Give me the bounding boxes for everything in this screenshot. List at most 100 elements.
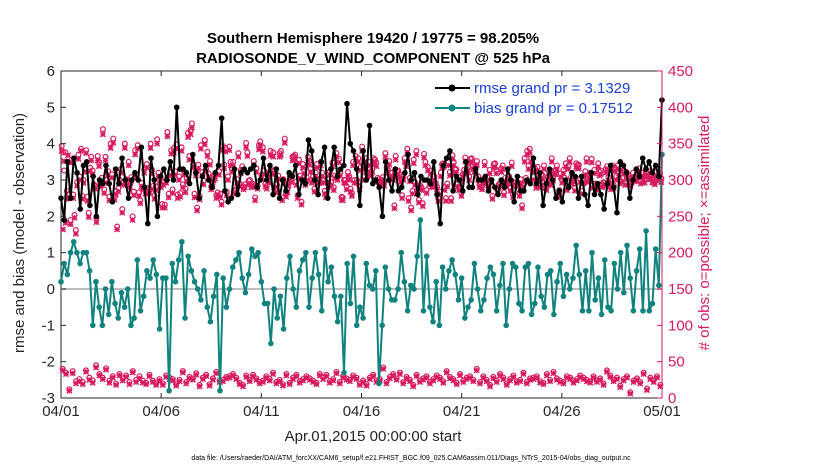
obs-assimilated-marker <box>617 384 624 391</box>
rmse-point <box>598 191 604 198</box>
plot-area <box>60 70 663 399</box>
obs-assimilated-marker <box>587 379 594 386</box>
obs-assimilated-marker <box>643 386 651 394</box>
rmse-point <box>99 180 106 187</box>
obs-assimilated-marker <box>77 147 85 155</box>
obs-assimilated-marker <box>291 155 299 162</box>
obs-assimilated-marker <box>288 179 295 186</box>
obs-assimilated-marker <box>553 166 560 173</box>
obs-assimilated-marker <box>203 373 210 380</box>
bias-point <box>465 304 471 310</box>
obs-assimilated-marker <box>143 164 150 171</box>
bias-point <box>347 300 354 307</box>
bias-point <box>373 268 379 274</box>
bias-point <box>477 308 484 314</box>
bias-point <box>204 304 211 310</box>
obs-assimilated-marker <box>550 370 557 377</box>
obs-assimilated-marker <box>620 377 627 384</box>
bias-point <box>414 253 420 260</box>
obs-assimilated-marker <box>347 188 354 195</box>
rmse-point <box>469 184 476 191</box>
obs-assimilated-marker <box>600 381 607 389</box>
obs-assimilated-marker <box>521 158 528 165</box>
bias-point <box>595 275 602 281</box>
rmse-point <box>96 177 103 183</box>
rmse-point <box>652 162 659 169</box>
bias-point <box>573 242 579 249</box>
obs-assimilated-marker <box>89 379 96 386</box>
bias-point <box>516 300 522 307</box>
rmse-point <box>247 166 254 172</box>
obs-assimilated-marker <box>518 205 526 212</box>
rmse-point <box>556 188 562 194</box>
bias-point <box>274 315 281 321</box>
obs-assimilated-marker <box>182 189 189 196</box>
bias-point <box>500 260 506 267</box>
obs-assimilated-marker <box>506 377 514 384</box>
bias-point <box>611 260 618 267</box>
y-tick-label: 5 <box>47 99 55 116</box>
obs-assimilated-marker <box>102 157 109 164</box>
bias-point <box>58 278 64 285</box>
obs-assimilated-marker <box>130 192 137 199</box>
obs-assimilated-marker <box>540 381 547 388</box>
rmse-point <box>447 148 453 154</box>
bias-point <box>442 286 449 292</box>
bias-point <box>363 260 370 267</box>
bias-point <box>214 271 220 278</box>
bias-point <box>423 253 430 260</box>
rmse-point <box>575 195 582 201</box>
obs-assimilated-marker <box>399 195 406 202</box>
bias-point <box>255 249 261 256</box>
obs-assimilated-marker <box>161 204 168 211</box>
rmse-point <box>292 162 299 169</box>
bias-point <box>280 326 287 332</box>
y-tick-label: -1 <box>42 317 55 334</box>
rmse-point <box>112 166 119 172</box>
bias-point <box>503 322 509 329</box>
bias-point <box>493 308 500 314</box>
rmse-point <box>614 209 620 216</box>
obs-assimilated-marker <box>390 372 397 379</box>
obs-assimilated-marker <box>191 194 198 201</box>
bias-point <box>557 260 564 267</box>
rmse-point <box>617 159 624 165</box>
rmse-point <box>485 188 492 194</box>
obs-assimilated-marker <box>393 376 400 383</box>
bias-point <box>376 380 382 387</box>
obs-assimilated-marker <box>410 160 417 167</box>
obs-assimilated-marker <box>443 369 450 376</box>
obs-assimilated-marker <box>440 379 447 386</box>
rmse-point <box>276 195 283 201</box>
rmse-point <box>209 184 215 191</box>
rmse-point <box>562 177 569 183</box>
rmse-point <box>331 144 337 151</box>
x-tick-label: 04/01 <box>42 403 80 420</box>
rmse-point <box>643 166 649 172</box>
bias-point <box>522 264 529 271</box>
x-tick-label: 04/21 <box>443 403 481 420</box>
bias-point <box>86 268 93 274</box>
bias-point <box>436 322 443 329</box>
bias-point <box>462 315 468 321</box>
obs-assimilated-marker <box>382 153 389 160</box>
y-tick-label-right: 300 <box>668 172 693 189</box>
obs-assimilated-marker <box>458 192 465 200</box>
bias-point <box>217 387 223 394</box>
x-tick-label: 04/26 <box>543 403 581 420</box>
rmse-point <box>231 166 238 172</box>
obs-assimilated-marker <box>226 147 233 154</box>
obs-assimilated-marker <box>517 378 524 385</box>
rmse-point <box>321 144 328 151</box>
obs-assimilated-marker <box>583 158 590 165</box>
bias-point <box>598 311 605 318</box>
obs-assimilated-marker <box>566 158 573 165</box>
rmse-point <box>369 180 376 187</box>
rmse-point <box>74 169 80 176</box>
rmse-point <box>212 169 219 176</box>
obs-assimilated-marker <box>413 373 420 380</box>
obs-assimilated-marker <box>252 197 259 204</box>
rmse-point <box>459 188 466 194</box>
obs-assimilated-marker <box>330 187 337 194</box>
bias-point <box>649 300 656 307</box>
